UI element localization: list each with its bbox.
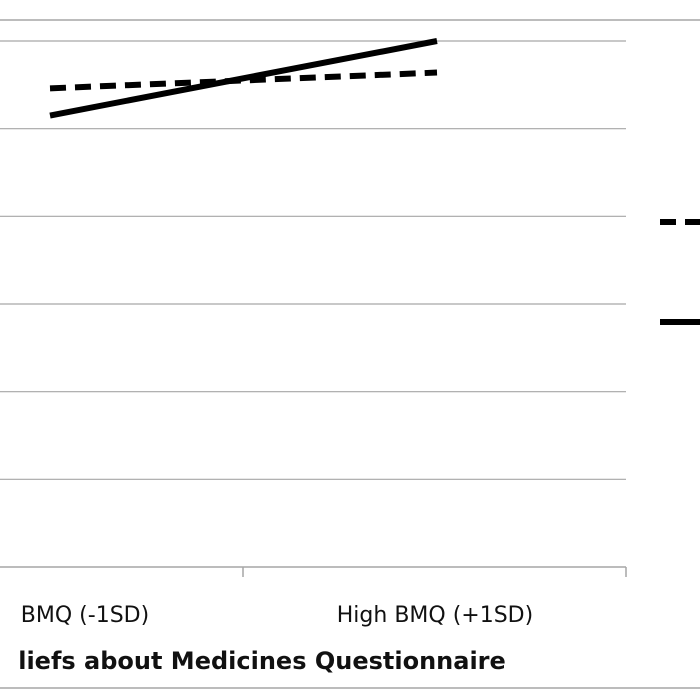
x-tick-label-low: BMQ (-1SD) xyxy=(21,603,149,628)
gridlines xyxy=(0,40,626,480)
x-axis-ticks xyxy=(242,567,627,577)
data-series xyxy=(49,38,438,119)
legend xyxy=(660,219,700,325)
x-tick-label-high: High BMQ (+1SD) xyxy=(337,603,533,628)
x-axis-title: liefs about Medicines Questionnaire xyxy=(18,647,506,675)
series-line-solid xyxy=(49,38,438,119)
series-line-dashed xyxy=(49,69,438,92)
